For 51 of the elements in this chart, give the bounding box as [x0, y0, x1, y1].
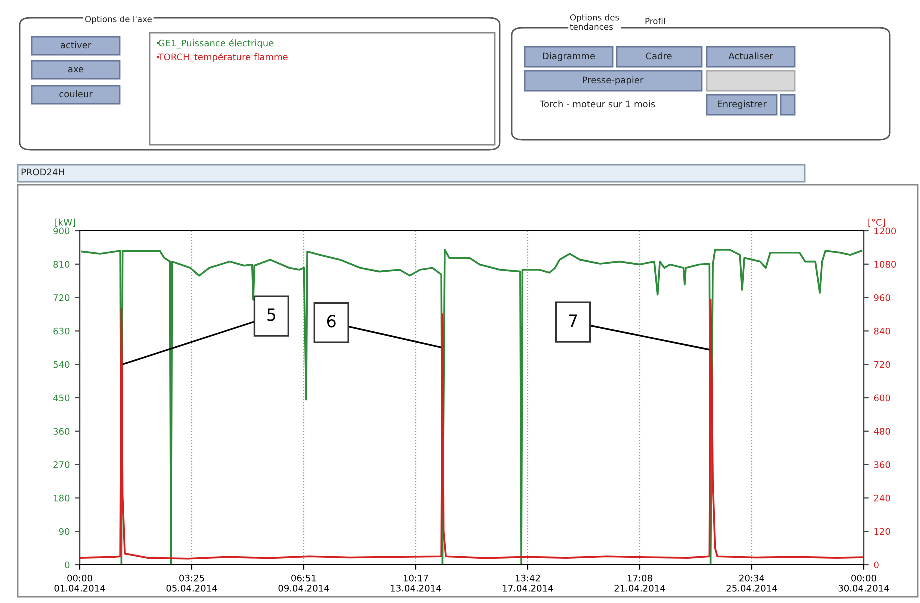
y2-tick-label: 480 [874, 428, 890, 435]
y-tick-label: 810 [54, 261, 70, 268]
text: Actualiser [728, 52, 774, 60]
y-tick-label: 0 [65, 562, 70, 569]
annotation: 5 [268, 308, 276, 322]
text: axe [68, 67, 84, 73]
text: Options de l'axe [85, 16, 152, 24]
text: Enregistrer [718, 100, 767, 110]
x-tick-label: 17:08 21.04.2014 [614, 574, 666, 592]
text: Options des tendances [570, 14, 620, 30]
annotation: 6 [327, 315, 336, 328]
y-tick-label: 900 [54, 228, 70, 235]
y2-axis-title: [°C] [868, 218, 886, 227]
y-tick-label: 90 [59, 528, 70, 536]
y2-tick-label: 840 [874, 328, 890, 335]
y2-tick-label: 1080 [874, 261, 896, 268]
x-tick-label: 13:42 17.04.2014 [503, 574, 554, 592]
y-axis-title: [kW] [56, 218, 76, 227]
x-tick-label: 00:00 30.04.2014 [838, 574, 890, 592]
text: Presse-papier [583, 76, 644, 86]
text: Profil [646, 18, 665, 24]
y2-tick-label: 960 [874, 294, 890, 302]
x-tick-label: 00:00 01.04.2014 [54, 574, 106, 592]
y-tick-label: 450 [53, 394, 70, 402]
y-tick-label: 540 [54, 361, 70, 368]
y2-tick-label: 240 [874, 494, 890, 502]
x-tick-label: 03:25 05.04.2014 [166, 574, 218, 592]
y-tick-label: 270 [54, 462, 70, 468]
text: Torch - moteur sur 1 mois [540, 100, 656, 108]
y2-tick-label: 1200 [874, 228, 896, 235]
y2-tick-label: 720 [874, 361, 890, 368]
x-tick-label: 06:51 09.04.2014 [278, 574, 330, 592]
y2-tick-label: 120 [874, 528, 890, 536]
legend-label: TORCH_température flamme [158, 53, 288, 63]
y2-tick-label: 0 [874, 562, 879, 569]
annotation: 7 [569, 314, 578, 327]
y-tick-label: 630 [54, 328, 70, 335]
text: couleur [60, 90, 93, 98]
y-tick-label: 360 [54, 428, 70, 435]
text: Diagramme [543, 52, 596, 62]
text: activer [60, 42, 92, 49]
x-tick-label: 20:34 25.04.2014 [726, 574, 778, 592]
x-tick-label: 10:17 13.04.2014 [391, 574, 442, 592]
y-tick-label: 180 [54, 494, 70, 502]
y2-tick-label: 600 [874, 394, 890, 402]
text: Cadre [646, 52, 672, 60]
legend-label: GE1_Puissance électrique [158, 39, 274, 49]
text: PROD24H [22, 168, 64, 176]
line-series [80, 298, 864, 560]
y-tick-label: 720 [54, 294, 70, 302]
y2-tick-label: 360 [874, 462, 890, 468]
